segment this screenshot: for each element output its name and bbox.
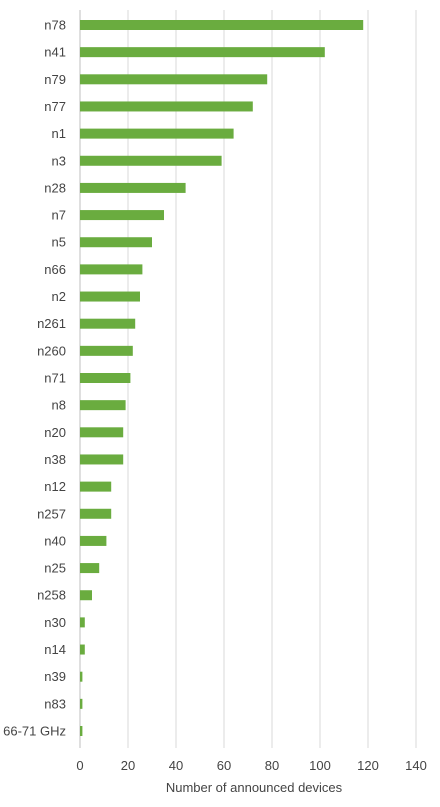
bars xyxy=(80,20,364,736)
category-label: n25 xyxy=(44,561,66,576)
bar xyxy=(80,182,186,193)
category-label: n258 xyxy=(37,588,66,603)
bar xyxy=(80,590,92,601)
bar xyxy=(80,481,112,492)
x-tick-label: 0 xyxy=(76,758,83,773)
category-label: n83 xyxy=(44,696,66,711)
category-label: n261 xyxy=(37,316,66,331)
bar xyxy=(80,291,140,302)
category-label: n14 xyxy=(44,642,66,657)
bar xyxy=(80,74,268,85)
category-label: n20 xyxy=(44,425,66,440)
category-label: n71 xyxy=(44,371,66,386)
category-label: n78 xyxy=(44,18,66,33)
category-label: n38 xyxy=(44,452,66,467)
category-label: n1 xyxy=(52,126,66,141)
category-label: n2 xyxy=(52,289,66,304)
x-tick-label: 120 xyxy=(357,758,379,773)
bar xyxy=(80,427,124,438)
x-tick-label: 100 xyxy=(309,758,331,773)
category-label: n260 xyxy=(37,343,66,358)
category-label: n79 xyxy=(44,72,66,87)
category-labels: n78 n41 n79 n77 n1 n3 n28 n7 n5 n66 n2 n261 n260 n71 n… xyxy=(3,18,66,739)
category-label: n66 xyxy=(44,262,66,277)
category-label: n77 xyxy=(44,99,66,114)
bar xyxy=(80,644,85,655)
bar xyxy=(80,454,124,465)
category-label: n28 xyxy=(44,180,66,195)
category-label: n40 xyxy=(44,533,66,548)
x-axis-title: Number of announced devices xyxy=(166,780,343,795)
category-label: n8 xyxy=(52,398,66,413)
bar xyxy=(80,400,126,411)
x-tick-label: 140 xyxy=(405,758,427,773)
bar xyxy=(80,671,83,682)
category-label: n12 xyxy=(44,479,66,494)
bar xyxy=(80,318,136,329)
bar xyxy=(80,210,164,221)
x-tick-label: 20 xyxy=(121,758,135,773)
bar xyxy=(80,535,107,546)
category-label: 66-71 GHz xyxy=(3,724,66,739)
bar xyxy=(80,237,152,248)
x-tick-label: 40 xyxy=(169,758,183,773)
bar xyxy=(80,563,100,574)
category-label: n257 xyxy=(37,506,66,521)
bar xyxy=(80,264,143,275)
bar xyxy=(80,20,364,30)
bar xyxy=(80,617,85,628)
category-label: n30 xyxy=(44,615,66,630)
category-label: n5 xyxy=(52,235,66,250)
bar xyxy=(80,373,131,383)
bar xyxy=(80,726,83,736)
bar xyxy=(80,128,234,139)
bar xyxy=(80,155,222,166)
bar xyxy=(80,101,253,112)
bar xyxy=(80,345,133,356)
x-tick-label: 60 xyxy=(217,758,231,773)
x-tick-labels: 0 20 40 60 80 100 120 140 xyxy=(76,758,426,773)
bar xyxy=(80,698,83,709)
category-label: n7 xyxy=(52,208,66,223)
category-label: n41 xyxy=(44,45,66,60)
category-label: n39 xyxy=(44,669,66,684)
bar xyxy=(80,47,325,58)
category-label: n3 xyxy=(52,153,66,168)
bar xyxy=(80,508,112,519)
x-tick-label: 80 xyxy=(265,758,279,773)
